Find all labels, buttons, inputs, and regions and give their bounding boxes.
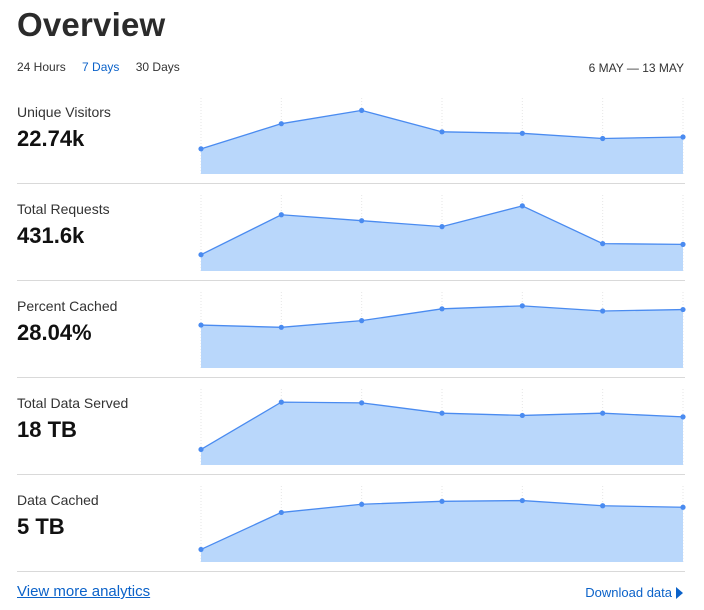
data-point	[198, 146, 204, 152]
data-point	[359, 400, 365, 406]
date-range: 6 MAY — 13 MAY	[588, 61, 684, 75]
area-fill	[201, 110, 683, 174]
data-point	[439, 410, 445, 416]
data-point	[519, 497, 525, 504]
tab-30-days[interactable]: 30 Days	[135, 60, 180, 74]
data-point	[278, 509, 284, 516]
tab-24-hours[interactable]: 24 Hours	[17, 60, 66, 74]
metric-percent-cached: Percent Cached 28.04%	[17, 280, 686, 378]
area-fill	[201, 305, 683, 368]
data-point	[519, 130, 525, 136]
view-more-analytics-link[interactable]: View more analytics	[17, 583, 151, 600]
sparkline-chart	[198, 98, 686, 174]
sparkline-chart	[198, 486, 686, 562]
area-fill	[201, 402, 683, 465]
data-point	[359, 107, 365, 113]
data-point	[439, 129, 445, 135]
data-point	[359, 318, 365, 324]
metric-value: 28.04%	[17, 320, 92, 345]
time-range-tabs: 24 Hours 7 Days 30 Days	[17, 60, 193, 76]
data-point	[680, 504, 686, 510]
play-triangle-icon[interactable]	[676, 587, 683, 599]
sparkline-chart	[198, 195, 686, 271]
area-fill	[201, 205, 683, 271]
metric-unique-visitors: Unique Visitors 22.74k	[17, 86, 686, 184]
data-point	[198, 252, 204, 258]
data-point	[600, 308, 606, 314]
data-point	[519, 203, 525, 209]
data-point	[680, 306, 686, 313]
data-point	[439, 306, 445, 312]
data-point	[278, 399, 284, 405]
metric-value: 5 TB	[17, 514, 65, 539]
data-point	[198, 446, 204, 453]
data-point	[359, 218, 365, 224]
metric-label: Percent Cached	[17, 298, 118, 314]
metric-total-requests: Total Requests 431.6k	[17, 183, 686, 281]
data-point	[600, 410, 606, 416]
metric-label: Total Data Served	[17, 395, 129, 411]
tab-7-days[interactable]: 7 Days	[82, 60, 120, 74]
data-point	[680, 134, 686, 140]
data-point	[198, 546, 204, 553]
data-point	[278, 324, 284, 330]
sparkline-chart	[198, 389, 686, 465]
metric-label: Data Cached	[17, 492, 99, 508]
data-point	[600, 241, 606, 247]
metric-total-data-served: Total Data Served 18 TB	[17, 377, 686, 475]
page-title: Overview	[17, 6, 166, 43]
sparkline-chart	[198, 292, 686, 368]
data-point	[198, 322, 204, 328]
download-data-link[interactable]: Download data	[585, 585, 672, 600]
data-point	[439, 224, 445, 230]
data-point	[359, 501, 365, 507]
data-point	[600, 135, 606, 142]
data-point	[439, 498, 445, 504]
data-point	[278, 212, 284, 218]
metric-value: 431.6k	[17, 223, 85, 248]
data-point	[519, 303, 525, 309]
metric-label: Unique Visitors	[17, 104, 111, 120]
metric-label: Total Requests	[17, 201, 110, 217]
metric-data-cached: Data Cached 5 TB	[17, 474, 686, 572]
metric-value: 18 TB	[17, 417, 77, 442]
area-fill	[201, 500, 683, 562]
data-point	[680, 414, 686, 420]
data-point	[680, 241, 686, 247]
data-point	[600, 503, 606, 509]
data-point	[519, 412, 525, 419]
metric-value: 22.74k	[17, 126, 85, 151]
data-point	[278, 121, 284, 127]
